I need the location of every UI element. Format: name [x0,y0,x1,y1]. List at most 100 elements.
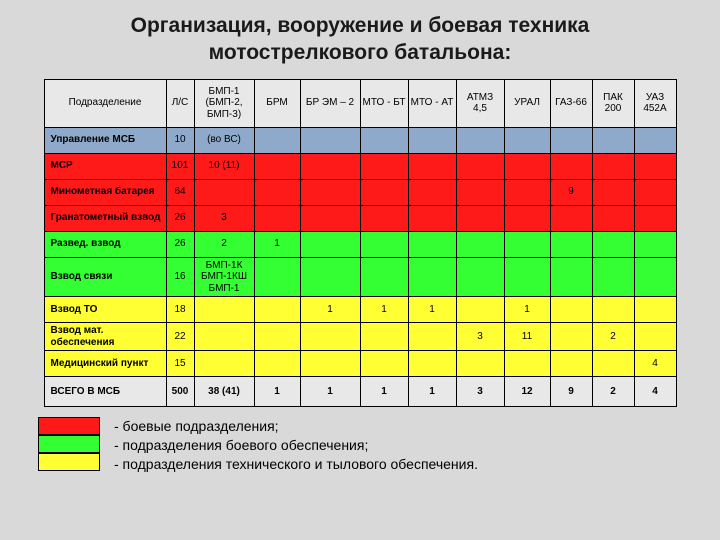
table-row: Гранатометный взвод263 [44,205,676,231]
table-row: Медицинский пункт15 4 [44,351,676,377]
legend-text: - боевые подразделения;- подразделения б… [114,417,478,474]
value-cell [634,153,676,179]
value-cell [300,323,360,351]
value-cell [550,231,592,257]
col-header: АТМЗ 4,5 [456,79,504,127]
col-header: ПАК 200 [592,79,634,127]
total-label: ВСЕГО В МСБ [44,377,166,407]
value-cell [408,257,456,297]
value-cell [550,297,592,323]
value-cell [408,179,456,205]
value-cell [592,127,634,153]
total-value: 1 [408,377,456,407]
value-cell [634,205,676,231]
value-cell [360,153,408,179]
title-line-1: Организация, вооружение и боевая техника [131,14,590,37]
value-cell [408,205,456,231]
value-cell [550,323,592,351]
table-row: Взвод мат. обеспечения223112 [44,323,676,351]
title-line-2: мотострелкового батальона: [209,41,512,64]
table-body: Управление МСБ10(во ВС)МСР10110 (11)Мино… [44,127,676,407]
value-cell: 18 [166,297,194,323]
value-cell [300,179,360,205]
total-value: 2 [592,377,634,407]
value-cell [504,205,550,231]
value-cell [300,351,360,377]
value-cell [592,351,634,377]
value-cell [592,231,634,257]
table-row: МСР10110 (11) [44,153,676,179]
unit-name-cell: Минометная батарея [44,179,166,205]
table-row: Управление МСБ10(во ВС) [44,127,676,153]
value-cell [360,231,408,257]
value-cell: 1 [254,231,300,257]
value-cell [254,205,300,231]
value-cell [456,127,504,153]
unit-name-cell: Гранатометный взвод [44,205,166,231]
unit-name-cell: Взвод мат. обеспечения [44,323,166,351]
value-cell [456,297,504,323]
page-title: Организация, вооружение и боевая техника… [0,0,720,75]
unit-name-cell: Медицинский пункт [44,351,166,377]
col-header: ГАЗ-66 [550,79,592,127]
value-cell: 2 [592,323,634,351]
value-cell [504,153,550,179]
table-row: Взвод ТО181111 [44,297,676,323]
value-cell [550,205,592,231]
table-head: ПодразделениеЛ/СБМП-1 (БМП-2, БМП-3)БРМБ… [44,79,676,127]
col-header: УАЗ 452А [634,79,676,127]
value-cell [634,257,676,297]
value-cell [360,179,408,205]
value-cell: 4 [634,351,676,377]
value-cell [456,153,504,179]
value-cell [300,127,360,153]
col-header: Л/С [166,79,194,127]
value-cell [550,257,592,297]
col-header: МТО - АТ [408,79,456,127]
value-cell [300,205,360,231]
total-value: 3 [456,377,504,407]
value-cell: 10 (11) [194,153,254,179]
value-cell [360,323,408,351]
value-cell [592,297,634,323]
value-cell [360,257,408,297]
value-cell [634,297,676,323]
value-cell: 64 [166,179,194,205]
value-cell: 1 [504,297,550,323]
value-cell: БМП-1К БМП-1КШ БМП-1 [194,257,254,297]
value-cell [408,351,456,377]
value-cell: 1 [408,297,456,323]
value-cell: 11 [504,323,550,351]
total-value: 1 [300,377,360,407]
col-header: Подразделение [44,79,166,127]
col-header: БРМ [254,79,300,127]
value-cell [592,205,634,231]
value-cell: 3 [194,205,254,231]
value-cell [634,231,676,257]
value-cell [550,127,592,153]
unit-name-cell: Управление МСБ [44,127,166,153]
value-cell [194,323,254,351]
value-cell: 1 [360,297,408,323]
legend-swatch [38,453,100,471]
col-header: БР ЭМ – 2 [300,79,360,127]
value-cell [634,127,676,153]
value-cell: 15 [166,351,194,377]
value-cell [360,127,408,153]
total-value: 9 [550,377,592,407]
value-cell [592,257,634,297]
legend-swatch [38,417,100,435]
unit-name-cell: Взвод связи [44,257,166,297]
value-cell [254,351,300,377]
value-cell [194,297,254,323]
legend-swatch [38,435,100,453]
value-cell [300,257,360,297]
table-row: Взвод связи16БМП-1К БМП-1КШ БМП-1 [44,257,676,297]
value-cell [300,231,360,257]
value-cell [254,323,300,351]
total-value: 38 (41) [194,377,254,407]
legend-item: - подразделения боевого обеспечения; [114,436,478,455]
value-cell [254,179,300,205]
value-cell: 26 [166,231,194,257]
table-row: Развед. взвод2621 [44,231,676,257]
